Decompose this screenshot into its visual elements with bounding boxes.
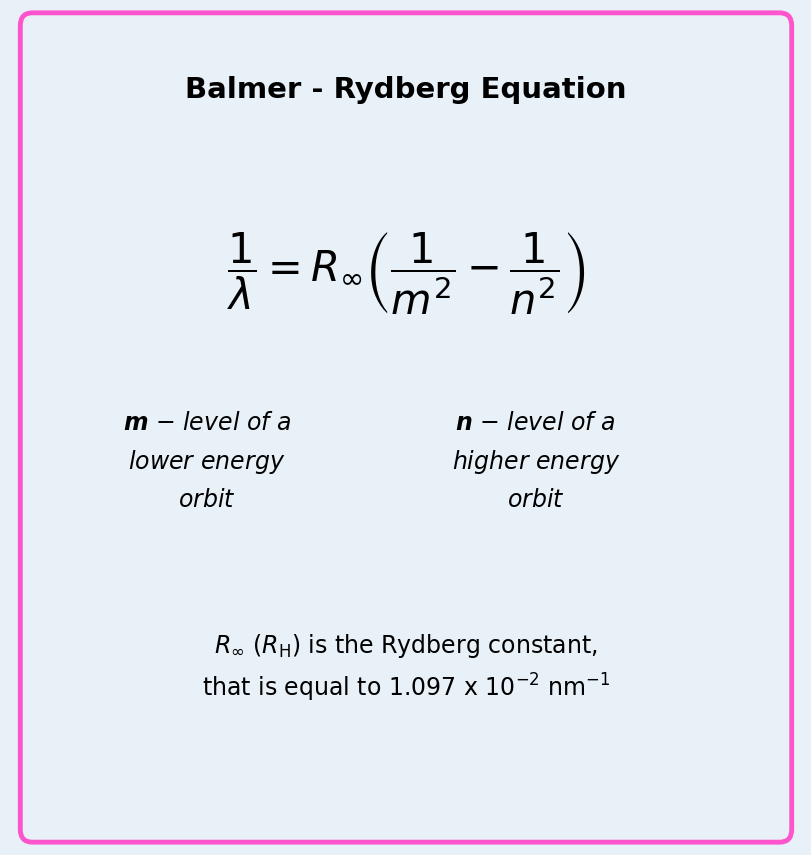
Text: $R_{\infty}$ $(R_{\mathrm{H}})$ is the Rydberg constant,: $R_{\infty}$ $(R_{\mathrm{H}})$ is the R… xyxy=(214,632,597,659)
Text: $\mathit{orbit}$: $\mathit{orbit}$ xyxy=(178,488,236,512)
Text: $\mathit{higher\ energy}$: $\mathit{higher\ energy}$ xyxy=(451,448,620,475)
Text: $\mathit{lower\ energy}$: $\mathit{lower\ energy}$ xyxy=(128,448,285,475)
Text: $\boldsymbol{n}$ $-$ $\mathit{level\ of\ a}$: $\boldsymbol{n}$ $-$ $\mathit{level\ of\… xyxy=(455,411,616,435)
Text: $\mathit{orbit}$: $\mathit{orbit}$ xyxy=(506,488,564,512)
Text: Balmer - Rydberg Equation: Balmer - Rydberg Equation xyxy=(185,76,626,103)
FancyBboxPatch shape xyxy=(20,13,791,842)
Text: that is equal to 1.097 x 10$^{-2}$ nm$^{-1}$: that is equal to 1.097 x 10$^{-2}$ nm$^{… xyxy=(201,672,610,705)
Text: $\boldsymbol{m}$ $-$ $\mathit{level\ of\ a}$: $\boldsymbol{m}$ $-$ $\mathit{level\ of\… xyxy=(122,411,291,435)
Text: $\dfrac{1}{\lambda} = R_{\infty}\left(\dfrac{1}{m^2} - \dfrac{1}{n^2}\right)$: $\dfrac{1}{\lambda} = R_{\infty}\left(\d… xyxy=(226,230,585,317)
